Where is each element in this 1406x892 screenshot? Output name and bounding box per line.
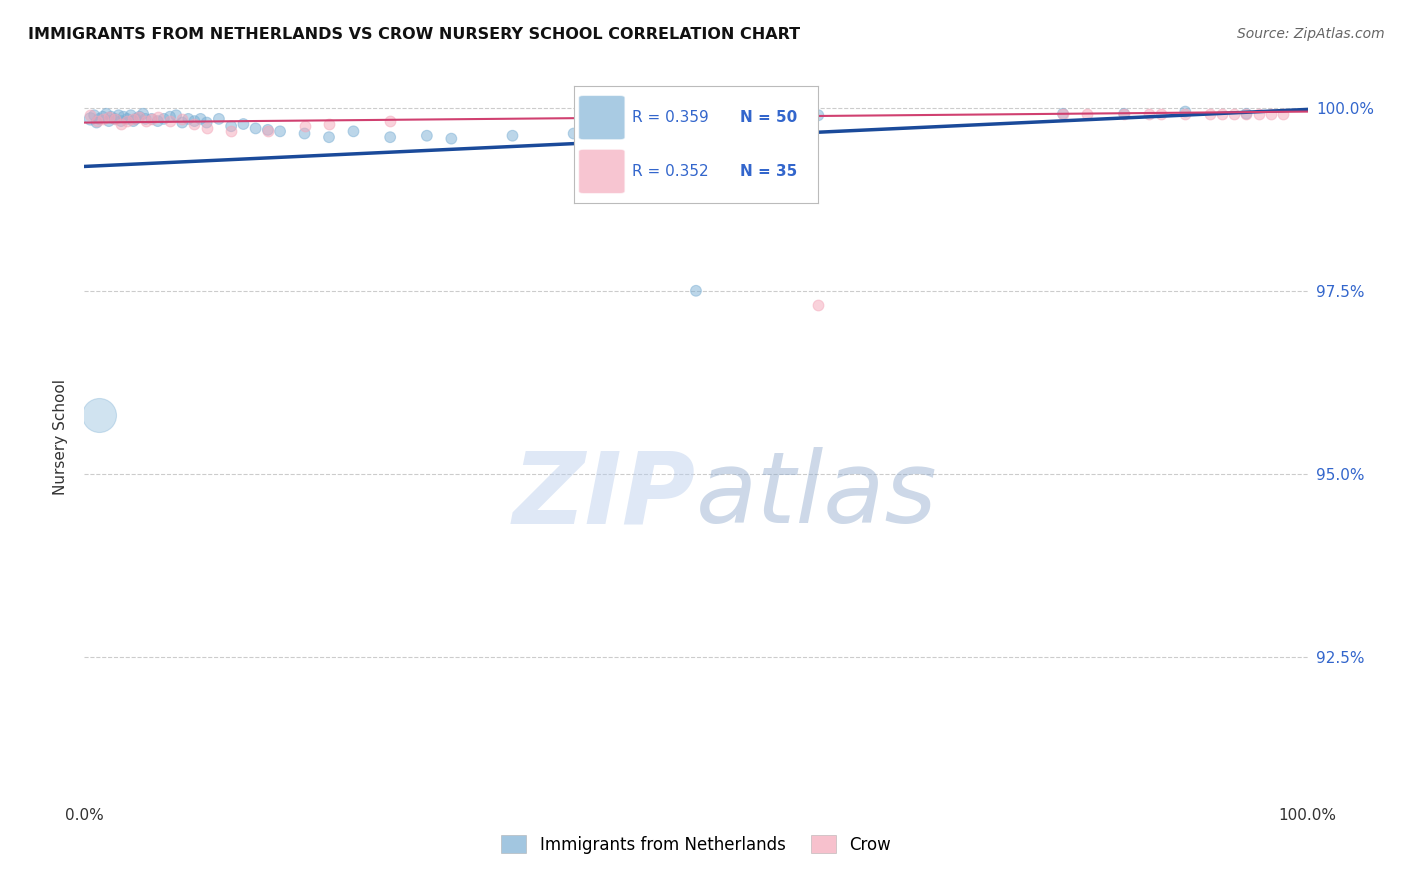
Point	[110, 117, 132, 131]
Point	[294, 119, 316, 133]
Point	[1052, 107, 1074, 121]
Point	[100, 110, 122, 124]
Point	[153, 112, 176, 126]
Point	[807, 108, 830, 122]
Point	[1247, 107, 1270, 121]
Point	[208, 112, 231, 126]
Point	[97, 114, 120, 128]
Point	[257, 124, 280, 138]
Text: Source: ZipAtlas.com: Source: ZipAtlas.com	[1237, 27, 1385, 41]
Point	[1174, 107, 1197, 121]
Point	[128, 110, 150, 124]
Point	[1114, 107, 1136, 121]
Point	[112, 110, 135, 124]
Text: atlas: atlas	[696, 447, 938, 544]
Point	[110, 114, 132, 128]
Point	[562, 127, 585, 141]
Point	[219, 119, 242, 133]
Point	[177, 112, 200, 126]
Point	[87, 112, 110, 126]
Point	[172, 115, 194, 129]
Point	[1272, 107, 1295, 121]
Point	[172, 112, 194, 126]
Point	[165, 108, 187, 122]
Point	[120, 108, 142, 122]
Point	[86, 115, 108, 129]
Point	[195, 121, 218, 136]
Point	[104, 112, 127, 126]
Point	[115, 112, 138, 126]
Point	[97, 110, 120, 124]
Point	[104, 112, 127, 126]
Point	[141, 112, 163, 126]
Point	[1236, 107, 1258, 121]
Point	[125, 112, 148, 126]
Point	[107, 108, 129, 122]
Point	[1076, 107, 1098, 121]
Point	[269, 124, 291, 138]
Point	[195, 115, 218, 129]
Point	[86, 114, 108, 128]
Y-axis label: Nursery School: Nursery School	[53, 379, 69, 495]
Point	[128, 110, 150, 124]
Point	[342, 124, 364, 138]
Point	[183, 114, 205, 128]
Point	[183, 117, 205, 131]
Text: IMMIGRANTS FROM NETHERLANDS VS CROW NURSERY SCHOOL CORRELATION CHART: IMMIGRANTS FROM NETHERLANDS VS CROW NURS…	[28, 27, 800, 42]
Point	[1114, 107, 1136, 121]
Point	[115, 114, 138, 128]
Point	[294, 127, 316, 141]
Point	[747, 112, 769, 126]
Point	[122, 114, 145, 128]
Point	[219, 124, 242, 138]
Point	[685, 284, 707, 298]
Point	[122, 112, 145, 126]
Point	[1211, 107, 1233, 121]
Point	[502, 128, 524, 143]
Point	[1260, 107, 1282, 121]
Point	[1223, 107, 1246, 121]
Point	[96, 107, 118, 121]
Point	[257, 123, 280, 137]
Point	[1052, 107, 1074, 121]
Point	[146, 114, 169, 128]
Point	[807, 298, 830, 312]
Point	[380, 114, 402, 128]
Point	[135, 114, 157, 128]
Point	[159, 110, 181, 124]
Point	[1137, 107, 1160, 121]
Point	[190, 112, 212, 126]
Point	[232, 117, 254, 131]
Point	[79, 108, 101, 122]
Point	[141, 112, 163, 126]
Text: ZIP: ZIP	[513, 447, 696, 544]
Point	[318, 117, 340, 131]
Point	[245, 121, 267, 136]
Point	[1174, 104, 1197, 119]
Point	[79, 112, 101, 126]
Point	[135, 112, 157, 126]
Point	[91, 112, 114, 126]
Point	[1236, 107, 1258, 121]
Point	[91, 110, 114, 124]
Point	[380, 130, 402, 145]
Point	[416, 128, 439, 143]
Point	[440, 131, 463, 145]
Point	[83, 108, 105, 122]
Legend: Immigrants from Netherlands, Crow: Immigrants from Netherlands, Crow	[495, 829, 897, 860]
Point	[318, 130, 340, 145]
Point	[87, 408, 110, 422]
Point	[159, 114, 181, 128]
Point	[132, 107, 155, 121]
Point	[1150, 107, 1173, 121]
Point	[146, 110, 169, 124]
Point	[1198, 107, 1220, 121]
